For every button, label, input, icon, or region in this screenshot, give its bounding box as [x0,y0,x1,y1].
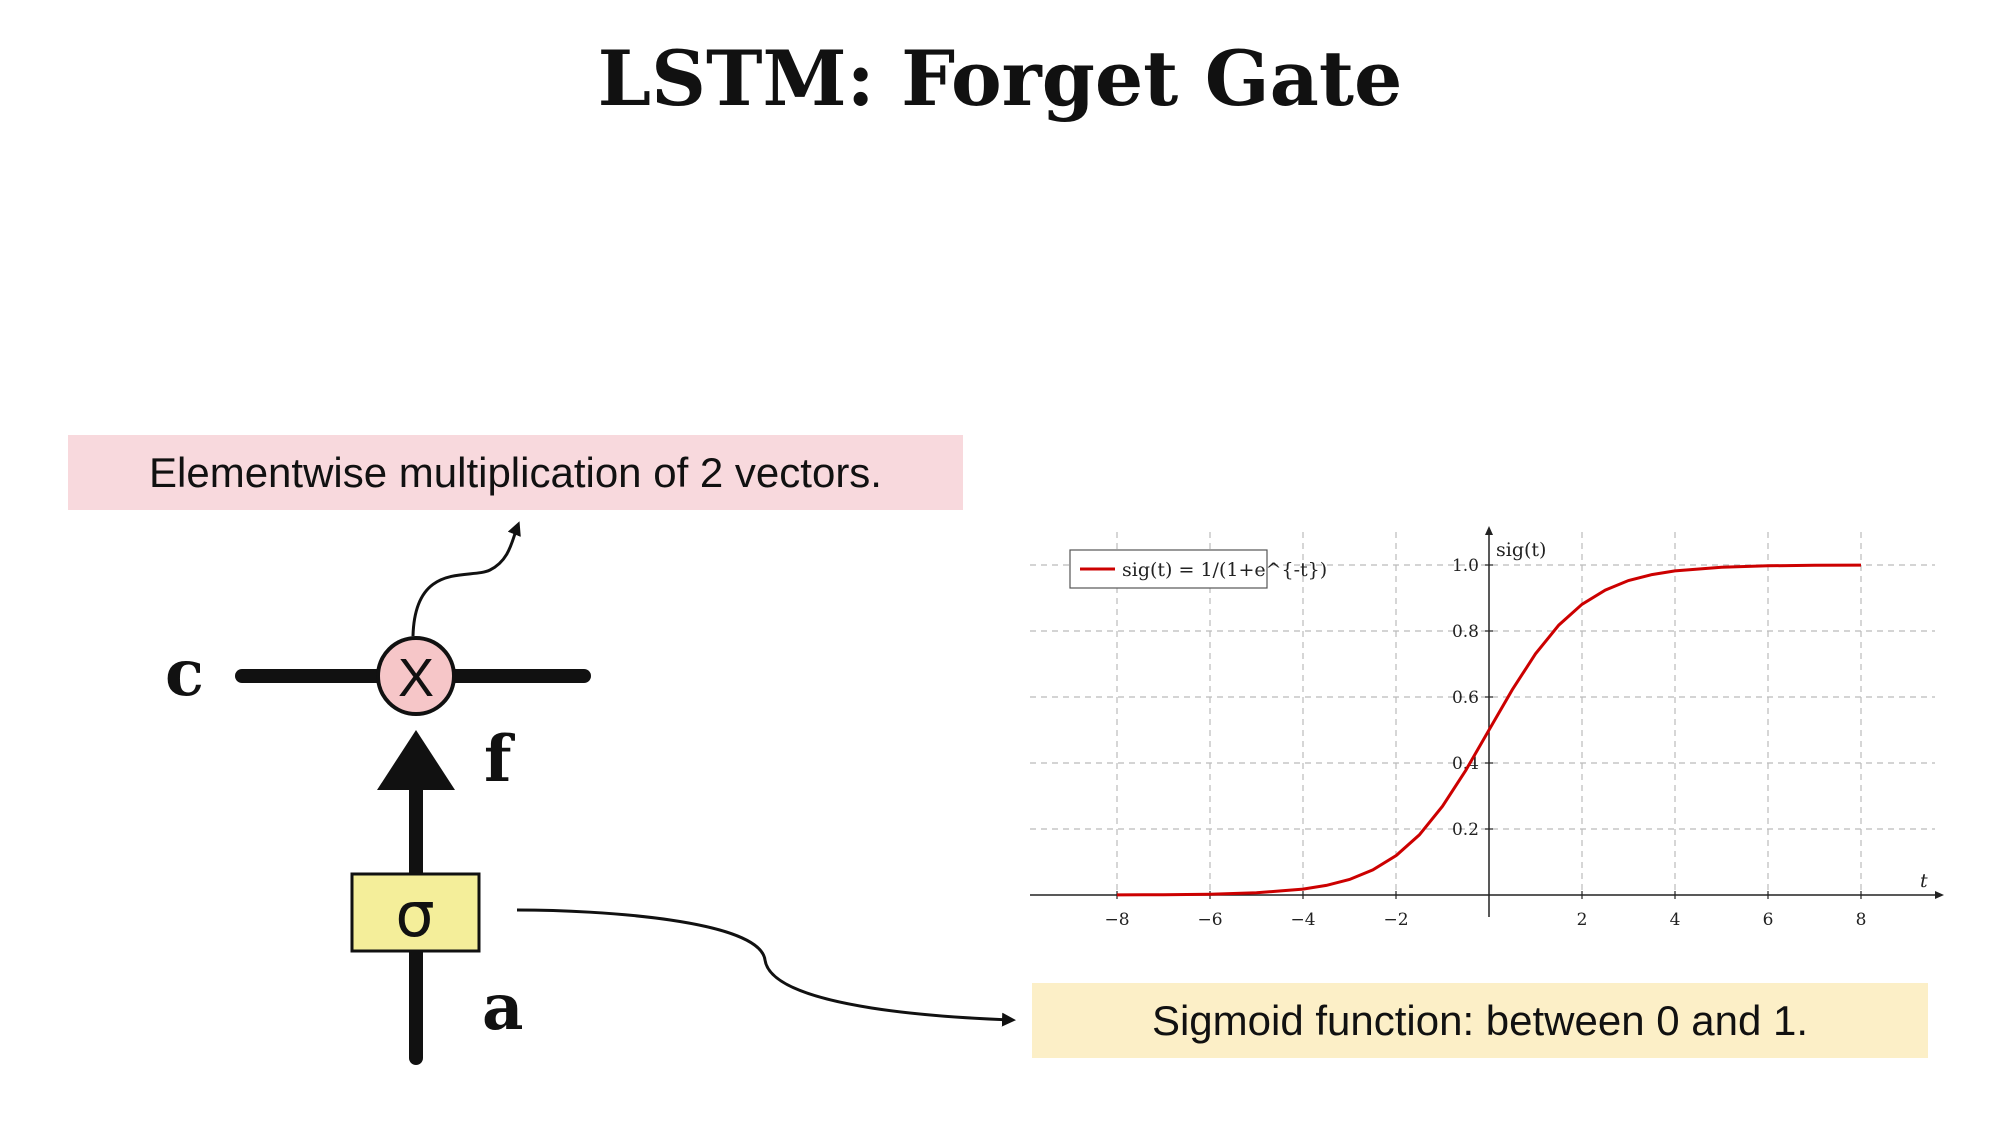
multiply-node [376,636,456,716]
x-axis-arrow [1935,891,1944,899]
multiply-callout-arrow [411,521,521,637]
gate-arrow-head [377,730,455,790]
legend-label: sig(t) = 1/(1+e^{-t}) [1122,559,1327,581]
x-tick-label: 4 [1670,910,1681,930]
x-tick-label: 8 [1856,910,1867,930]
plot-ticks: −8 −6 −4 −2 2 4 6 80.20.40.60.81.0 [1104,556,1866,930]
x-tick-label: −8 [1104,910,1129,930]
gate-output-label: f [484,722,512,797]
y-axis-arrow [1485,526,1493,535]
y-tick-label: 0.8 [1452,622,1479,642]
y-tick-label: 0.2 [1452,820,1479,840]
sigmoid-box [350,872,481,953]
x-tick-label: −4 [1290,910,1315,930]
x-axis-label: t [1920,870,1928,892]
page-title: LSTM: Forget Gate [597,34,1403,123]
plot-grid [1030,532,1935,895]
y-tick-label: 0.6 [1452,688,1479,708]
x-tick-label: −2 [1383,910,1408,930]
sigmoid-callout: Sigmoid function: between 0 and 1. [1032,983,1928,1058]
multiply-symbol: X [398,648,434,708]
input-label: a [482,970,524,1045]
x-tick-label: −6 [1197,910,1222,930]
sigmoid-symbol: σ [395,878,434,951]
sigmoid-callout-text: Sigmoid function: between 0 and 1. [1151,996,1809,1044]
plot-legend: sig(t) = 1/(1+e^{-t}) [1069,549,1327,589]
multiply-callout: Elementwise multiplication of 2 vectors. [68,435,963,510]
sigmoid-plot: t sig(t) −8 −6 −4 −2 2 4 6 80.20.40.60.81.0 sig… [1030,526,1944,930]
x-tick-label: 6 [1763,910,1774,930]
sigmoid-curve [1116,563,1862,897]
y-tick-label: 1.0 [1452,556,1479,576]
x-tick-label: 2 [1577,910,1588,930]
cell-state-label: c [165,636,204,711]
y-axis-label: sig(t) [1496,539,1546,561]
multiply-callout-text: Elementwise multiplication of 2 vectors. [149,448,882,496]
sigmoid-callout-arrow [516,908,1016,1027]
